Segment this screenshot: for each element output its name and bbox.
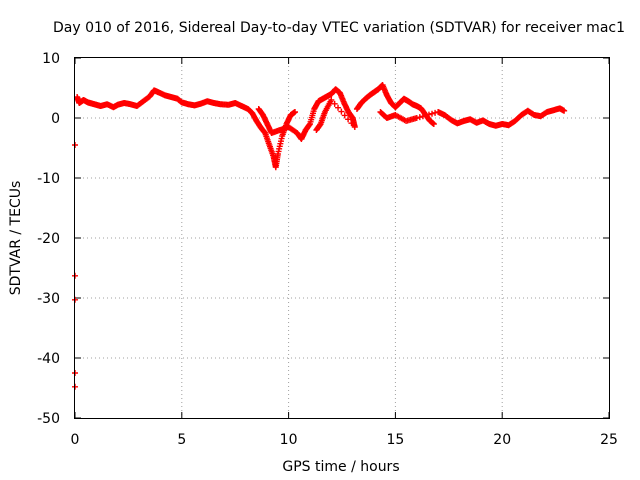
data-point [335,104,342,111]
data-point [419,113,426,120]
x-tick-label: 10 [280,432,298,448]
x-tick-label: 20 [493,432,511,448]
data-point [430,121,437,127]
x-tick-label: 5 [177,432,186,448]
y-axis-label: SDTVAR / TECUs [8,181,24,296]
data-point [313,127,320,133]
data-series [72,82,568,390]
data-point [425,111,432,118]
x-tick-label: 25 [600,432,618,448]
y-tick-label: -50 [37,411,60,427]
tick-labels: 0 5 10 15 20 25 -50 -40 -30 -20 -10 0 10 [37,51,618,448]
y-tick-label: -20 [37,231,60,247]
data-point [338,108,345,115]
chart-title: Day 010 of 2016, Sidereal Day-to-day VTE… [53,20,625,36]
x-tick-label: 15 [386,432,404,448]
data-point [345,116,352,123]
data-point [413,115,420,121]
data-point [422,112,429,119]
data-point [416,114,423,121]
x-tick-label: 0 [71,432,80,448]
data-point [292,109,299,115]
data-point [429,110,436,117]
plot-frame [74,57,610,419]
y-tick-label: 0 [51,111,60,127]
x-axis-label: GPS time / hours [282,459,399,475]
data-point [341,112,348,119]
y-tick-label: -30 [37,291,60,307]
data-point [348,120,355,127]
data-point [561,107,568,114]
y-tick-label: -40 [37,351,60,367]
data-point [351,124,358,130]
data-point [331,100,338,107]
y-tick-label: -10 [37,171,60,187]
y-tick-label: 10 [42,51,60,67]
